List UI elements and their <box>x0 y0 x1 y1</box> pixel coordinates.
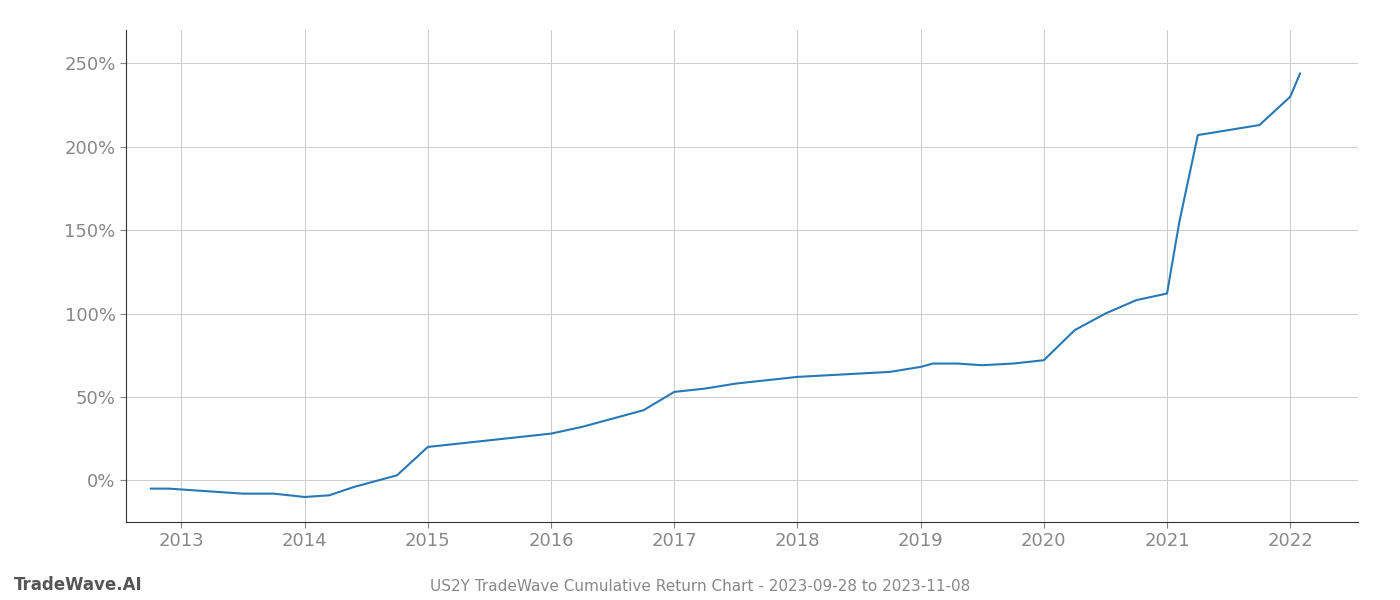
Text: TradeWave.AI: TradeWave.AI <box>14 576 143 594</box>
Text: US2Y TradeWave Cumulative Return Chart - 2023-09-28 to 2023-11-08: US2Y TradeWave Cumulative Return Chart -… <box>430 579 970 594</box>
